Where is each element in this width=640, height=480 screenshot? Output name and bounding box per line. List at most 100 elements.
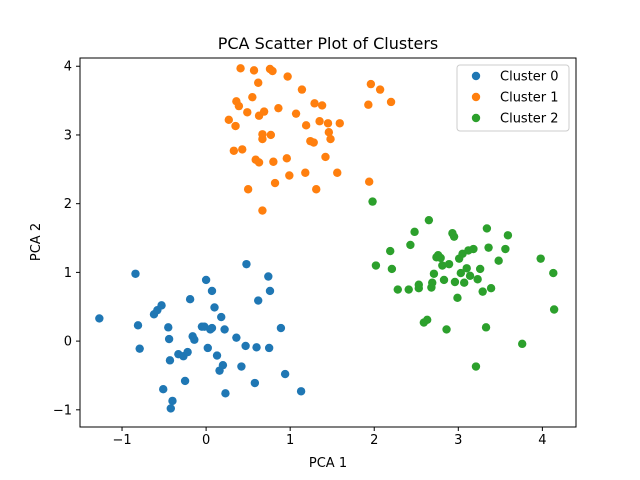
cluster-0-point <box>217 312 226 322</box>
cluster-2-point <box>459 278 469 287</box>
cluster-1-point <box>238 145 247 154</box>
cluster-1-point <box>315 117 324 126</box>
legend-label-cluster-2: Cluster 2 <box>500 112 559 127</box>
legend-label-cluster-1: Cluster 1 <box>500 91 559 106</box>
cluster-1-point <box>224 115 233 125</box>
cluster-2-point <box>486 284 496 293</box>
x-axis-label: PCA 1 <box>309 456 347 471</box>
cluster-2-point <box>471 362 481 371</box>
legend-marker-cluster-2 <box>471 113 481 123</box>
cluster-0-point <box>133 321 143 330</box>
cluster-2-point <box>503 231 513 240</box>
cluster-1-point <box>375 85 385 94</box>
cluster-2-point <box>436 253 445 263</box>
cluster-1-point <box>282 154 292 163</box>
cluster-1-point <box>236 64 245 73</box>
cluster-1-point <box>335 119 344 128</box>
cluster-0-point <box>180 376 190 386</box>
cluster-2-point <box>429 269 439 278</box>
cluster-2-point <box>368 197 377 206</box>
cluster-0-point <box>210 303 219 312</box>
cluster-2-point <box>428 278 437 287</box>
cluster-1-point <box>274 103 283 113</box>
y-tick-label: 2 <box>64 197 72 212</box>
cluster-1-point <box>364 177 374 186</box>
cluster-1-point <box>258 130 267 139</box>
cluster-1-point <box>310 99 319 108</box>
cluster-1-point <box>297 85 307 94</box>
legend-marker-cluster-1 <box>471 92 481 102</box>
y-tick-label: 4 <box>64 60 72 75</box>
legend-label-cluster-0: Cluster 0 <box>500 70 559 85</box>
legend-marker-cluster-0 <box>471 71 481 81</box>
cluster-0-point <box>265 286 275 296</box>
cluster-1-point <box>317 101 327 110</box>
y-tick-label: 3 <box>64 128 72 143</box>
y-tick-label: 0 <box>64 335 72 350</box>
cluster-2-point <box>406 240 415 250</box>
cluster-1-point <box>254 158 264 167</box>
cluster-2-point <box>478 287 487 296</box>
cluster-1-point <box>366 79 376 89</box>
cluster-2-point <box>484 243 493 252</box>
cluster-2-point <box>549 305 559 314</box>
cluster-0-point <box>166 404 175 413</box>
x-tick-label: 4 <box>538 433 546 448</box>
cluster-2-point <box>501 244 510 254</box>
cluster-2-point <box>473 275 482 284</box>
cluster-1-point <box>323 119 333 128</box>
cluster-1-point <box>258 206 267 215</box>
cluster-1-point <box>249 66 259 75</box>
cluster-0-point <box>95 314 104 323</box>
cluster-2-point <box>387 264 397 274</box>
cluster-0-point <box>250 378 260 388</box>
cluster-2-point <box>424 215 434 225</box>
cluster-0-point <box>232 333 241 342</box>
cluster-0-point <box>135 344 144 353</box>
cluster-1-point <box>266 130 276 140</box>
cluster-2-point <box>404 285 413 294</box>
cluster-1-point <box>312 185 321 194</box>
cluster-0-point <box>168 396 177 406</box>
cluster-0-point <box>183 347 192 357</box>
cluster-2-point <box>465 271 475 281</box>
cluster-2-point <box>481 323 491 332</box>
cluster-1-point <box>309 138 318 147</box>
cluster-1-point <box>270 178 280 188</box>
cluster-1-point <box>269 157 278 166</box>
cluster-2-point <box>439 275 449 285</box>
cluster-0-point <box>264 343 274 353</box>
cluster-1-point <box>231 121 240 131</box>
cluster-2-point <box>518 339 527 349</box>
cluster-1-point <box>291 109 301 118</box>
cluster-2-point <box>469 244 478 254</box>
data-points <box>95 64 559 413</box>
y-axis-label: PCA 2 <box>29 223 44 261</box>
cluster-0-point <box>221 389 230 398</box>
chart-title: PCA Scatter Plot of Clusters <box>218 34 439 53</box>
y-tick-label: −1 <box>53 403 72 418</box>
cluster-0-point <box>242 259 251 269</box>
cluster-1-point <box>268 66 277 76</box>
cluster-2-point <box>549 268 558 278</box>
cluster-2-point <box>482 224 492 233</box>
cluster-1-point <box>234 101 244 111</box>
cluster-1-point <box>283 72 292 81</box>
cluster-2-point <box>442 325 451 334</box>
y-tick-label: 1 <box>64 266 72 281</box>
cluster-2-point <box>414 280 423 289</box>
cluster-1-point <box>301 121 311 130</box>
cluster-1-point <box>259 107 269 116</box>
cluster-0-point <box>203 343 212 353</box>
x-tick-label: 3 <box>454 433 462 448</box>
y-axis-ticks: −1 0 1 2 3 4 <box>53 60 80 418</box>
cluster-1-point <box>326 134 335 144</box>
cluster-0-point <box>185 294 195 304</box>
cluster-2-point <box>494 256 503 265</box>
cluster-2-point <box>410 227 419 237</box>
cluster-1-point <box>364 100 373 109</box>
cluster-0-point <box>254 296 263 305</box>
cluster-2-point <box>444 259 454 269</box>
cluster-1-point <box>324 128 334 137</box>
cluster-2-point <box>475 264 485 274</box>
